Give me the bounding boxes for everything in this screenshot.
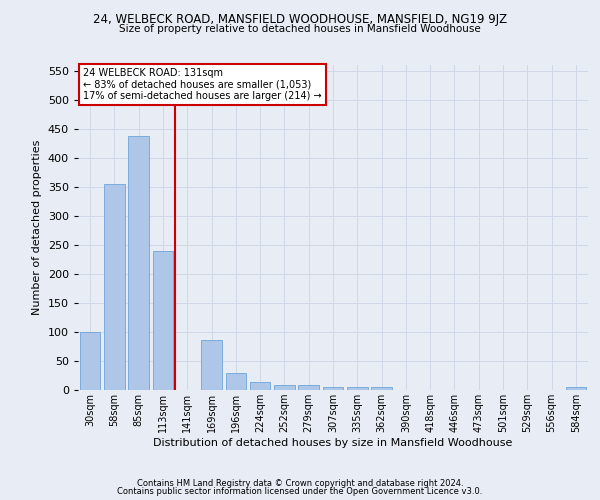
- Text: Contains HM Land Registry data © Crown copyright and database right 2024.: Contains HM Land Registry data © Crown c…: [137, 478, 463, 488]
- Bar: [298, 386, 319, 390]
- Bar: [80, 332, 100, 390]
- Bar: [152, 250, 173, 390]
- Bar: [226, 372, 246, 390]
- X-axis label: Distribution of detached houses by size in Mansfield Woodhouse: Distribution of detached houses by size …: [154, 438, 512, 448]
- Bar: [323, 387, 343, 390]
- Bar: [347, 387, 368, 390]
- Bar: [201, 340, 222, 390]
- Y-axis label: Number of detached properties: Number of detached properties: [32, 140, 42, 315]
- Text: 24, WELBECK ROAD, MANSFIELD WOODHOUSE, MANSFIELD, NG19 9JZ: 24, WELBECK ROAD, MANSFIELD WOODHOUSE, M…: [93, 12, 507, 26]
- Bar: [250, 382, 271, 390]
- Bar: [274, 385, 295, 390]
- Bar: [371, 387, 392, 390]
- Bar: [104, 184, 125, 390]
- Text: Contains public sector information licensed under the Open Government Licence v3: Contains public sector information licen…: [118, 488, 482, 496]
- Text: 24 WELBECK ROAD: 131sqm
← 83% of detached houses are smaller (1,053)
17% of semi: 24 WELBECK ROAD: 131sqm ← 83% of detache…: [83, 68, 322, 102]
- Bar: [566, 387, 586, 390]
- Bar: [128, 136, 149, 390]
- Text: Size of property relative to detached houses in Mansfield Woodhouse: Size of property relative to detached ho…: [119, 24, 481, 34]
